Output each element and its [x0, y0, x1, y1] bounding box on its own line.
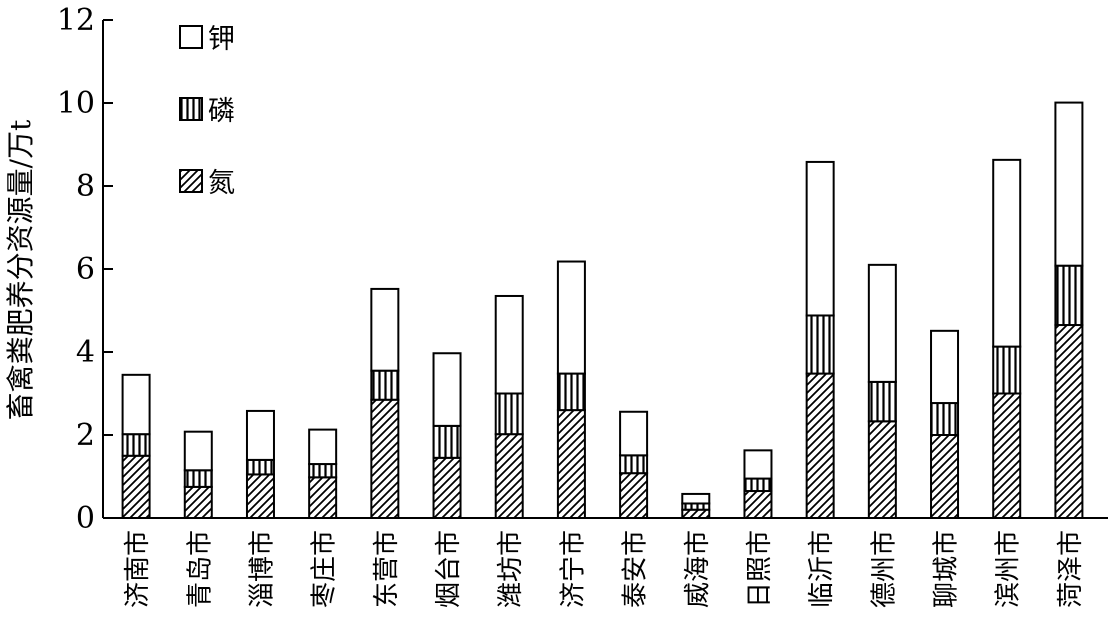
x-tick-label: 东营市	[372, 530, 402, 608]
bar-segment-1-12	[867, 380, 897, 423]
bar-segment-0-13	[930, 434, 960, 519]
legend: 钾磷氮	[179, 24, 235, 199]
bar-segment-1-3	[308, 463, 338, 479]
legend-swatch-2	[179, 169, 203, 193]
bar-segment-1-13	[930, 402, 960, 437]
y-axis-label: 畜禽粪肥养分资源量/万t	[4, 119, 37, 420]
bar-segment-0-14	[992, 392, 1022, 519]
bar-segment-1-6	[494, 392, 524, 436]
bar-segment-0-5	[432, 456, 462, 520]
bar-segment-1-1	[183, 469, 213, 488]
bar-segment-2-9	[681, 492, 711, 505]
bar-segment-0-6	[494, 433, 524, 520]
bar-segment-2-3	[308, 428, 338, 466]
bar-segment-2-14	[992, 158, 1022, 348]
y-tick-label: 0	[76, 501, 95, 536]
x-tick-label: 威海市	[683, 530, 713, 608]
x-tick-label: 淄博市	[247, 530, 277, 608]
y-tick-label: 6	[76, 252, 95, 287]
x-tick-label: 临沂市	[807, 530, 837, 608]
y-tick-label: 12	[57, 3, 95, 38]
bar-segment-2-5	[432, 352, 462, 427]
bar-segment-1-2	[245, 458, 275, 476]
bar-segment-1-14	[992, 345, 1022, 395]
bar-segment-0-15	[1054, 324, 1084, 519]
bar-segment-0-3	[308, 476, 338, 519]
bar-segment-1-4	[370, 369, 400, 401]
x-tick-label: 枣庄市	[310, 530, 340, 608]
bar-segment-2-12	[867, 263, 897, 383]
bar-segment-2-1	[183, 430, 213, 472]
bar-segment-2-15	[1054, 101, 1084, 267]
bar-segment-1-0	[121, 433, 151, 457]
y-tick-label: 8	[76, 169, 95, 204]
bar-segment-1-8	[619, 454, 649, 475]
y-tick-label: 2	[76, 418, 95, 453]
legend-swatch-0	[179, 25, 203, 49]
y-axis-label-group: 畜禽粪肥养分资源量/万t	[4, 119, 37, 420]
bar-segment-2-4	[370, 287, 400, 372]
bar-segment-2-6	[494, 294, 524, 395]
bar-segment-0-2	[245, 473, 275, 519]
legend-label-0: 钾	[208, 24, 235, 55]
bar-segment-2-2	[245, 409, 275, 461]
y-tick-label: 10	[57, 86, 95, 121]
bar-segment-1-5	[432, 424, 462, 459]
x-tick-label: 烟台市	[434, 530, 464, 608]
x-tick-label: 德州市	[869, 530, 899, 608]
category-labels: 济南市 青岛市 淄博市 枣庄市 东营市 烟台市 潍坊市 济宁市 泰安市 威海市 日照市 临沂市 德州市 聊…	[123, 530, 1086, 608]
x-tick-label: 青岛市	[185, 530, 215, 608]
bar-segment-2-11	[805, 160, 835, 317]
legend-label-2: 氮	[208, 168, 235, 199]
bar-segment-2-0	[121, 373, 151, 436]
bar-segment-2-13	[930, 329, 960, 405]
bar-segment-0-11	[805, 372, 835, 519]
x-tick-label: 济南市	[123, 530, 153, 608]
bar-segment-0-10	[743, 490, 773, 519]
legend-label-1: 磷	[208, 96, 235, 127]
x-tick-label: 日照市	[745, 530, 775, 608]
bar-segment-2-7	[556, 260, 586, 375]
bar-segment-1-15	[1054, 264, 1084, 327]
bar-segment-0-7	[556, 409, 586, 520]
bar-segment-0-0	[121, 454, 151, 519]
legend-swatch-1	[179, 97, 203, 121]
bar-segment-2-8	[619, 410, 649, 457]
bar-segment-0-8	[619, 472, 649, 519]
bar-segment-1-10	[743, 477, 773, 493]
bar-segment-2-10	[743, 449, 773, 480]
x-tick-label: 泰安市	[621, 530, 651, 608]
x-tick-label: 济宁市	[558, 530, 588, 608]
bar-segment-1-11	[805, 314, 835, 375]
bars	[121, 101, 1084, 520]
x-tick-label: 滨州市	[994, 530, 1024, 608]
bar-segment-0-9	[681, 508, 711, 520]
bar-segment-0-4	[370, 398, 400, 520]
x-tick-label: 菏泽市	[1056, 530, 1086, 608]
y-tick-label: 4	[76, 335, 95, 370]
bar-segment-0-1	[183, 485, 213, 519]
x-tick-label: 聊城市	[932, 530, 962, 608]
bar-segment-0-12	[867, 420, 897, 519]
x-tick-label: 潍坊市	[496, 530, 526, 608]
bar-segment-1-7	[556, 372, 586, 412]
